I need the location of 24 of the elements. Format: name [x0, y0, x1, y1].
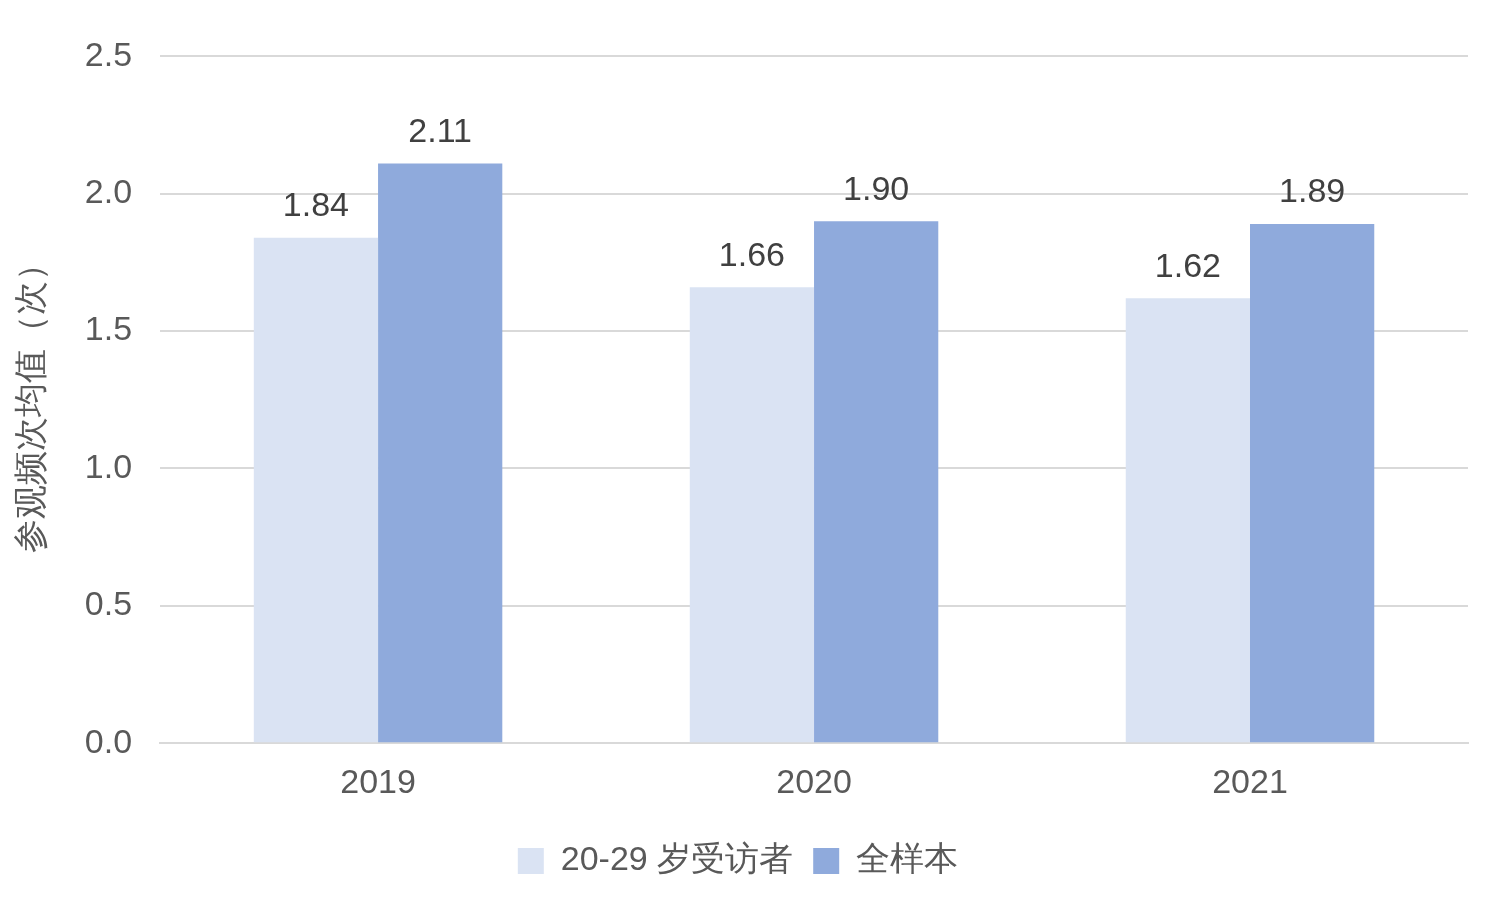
bar	[378, 163, 503, 743]
y-tick-label: 0.0	[84, 721, 133, 760]
y-tick-label: 1.5	[84, 309, 133, 348]
bar	[689, 287, 815, 743]
y-tick-label: 2.0	[84, 172, 133, 211]
bar	[814, 221, 939, 743]
x-tick-label: 2020	[776, 761, 852, 800]
data-label: 1.84	[282, 185, 350, 224]
y-axis-title: 参观频次均值（次）	[10, 246, 49, 553]
data-label: 1.66	[718, 234, 785, 273]
legend-label: 全样本	[856, 839, 959, 878]
bar	[253, 237, 379, 743]
x-tick-label: 2019	[340, 761, 416, 800]
data-label: 1.89	[1279, 171, 1346, 210]
x-tick-label: 2021	[1212, 761, 1288, 800]
data-label: 1.62	[1154, 245, 1221, 284]
y-tick-label: 0.5	[84, 584, 133, 623]
bar	[1125, 298, 1251, 743]
y-tick-label: 1.0	[84, 446, 133, 485]
data-label: 1.90	[843, 168, 910, 207]
data-label: 2.11	[408, 110, 473, 149]
bar	[1250, 223, 1375, 743]
y-tick-label: 2.5	[84, 34, 133, 73]
legend-label: 20-29 岁受访者	[560, 839, 794, 878]
